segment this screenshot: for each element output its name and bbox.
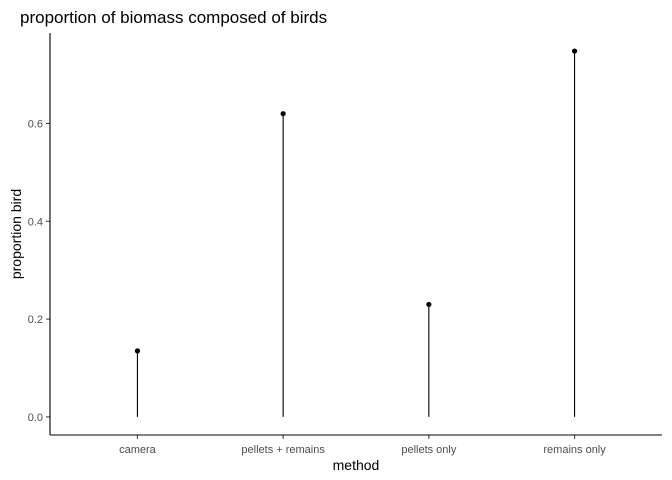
data-point [280, 111, 286, 117]
chart-title: proportion of biomass composed of birds [20, 8, 327, 27]
y-tick-label: 0.2 [28, 314, 43, 326]
y-tick-label: 0.4 [28, 216, 43, 228]
data-point [426, 301, 432, 308]
x-tick-label: pellets only [401, 444, 457, 456]
x-axis-ticks: camera pellets + remains pellets only remai… [119, 435, 606, 456]
x-axis-title: method [333, 457, 380, 473]
x-tick-label: remains only [543, 444, 606, 456]
x-tick-label: pellets + remains [241, 444, 325, 456]
y-axis-ticks: 0.0 0.2 0.4 0.6 [28, 118, 50, 424]
x-tick-label: camera [119, 444, 157, 456]
y-axis-title: proportion bird [8, 189, 24, 279]
y-tick-label: 0.0 [28, 412, 43, 424]
data-point [571, 48, 578, 54]
data-point [134, 348, 141, 354]
data-marks [134, 48, 578, 417]
y-tick-label: 0.6 [28, 118, 43, 130]
